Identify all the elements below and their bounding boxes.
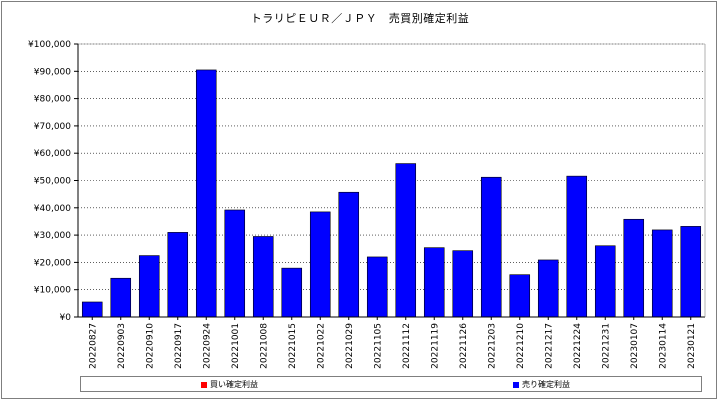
bar-sell [452,250,474,318]
x-tick-label: 20220827 [88,323,98,369]
bar-sell [623,218,645,318]
x-tick-label: 20221203 [487,323,497,369]
x-tick-label: 20221015 [288,323,298,369]
x-tick-label: 20221217 [544,323,554,369]
x-tick-label: 20221008 [259,323,269,369]
legend-swatch-buy [201,381,207,388]
x-tick-label: 20220917 [174,323,184,369]
y-tick-label: ¥50,000 [34,177,71,187]
x-tick-label: 20220903 [117,323,127,369]
legend-label-buy: 買い確定利益 [210,380,258,389]
bar-sell [110,277,132,318]
bar-sell [224,209,246,318]
bar-sell [138,255,160,318]
bar-sell [423,247,445,318]
x-tick-label: 20230114 [658,323,668,369]
bar-sell [537,259,559,318]
legend-label-sell: 売り確定利益 [522,380,570,389]
x-tick-label: 20221029 [345,323,355,369]
bar-sell [81,301,103,318]
x-tick-label: 20220910 [145,323,155,369]
bar-sell [480,176,502,318]
bar-sell [195,69,217,318]
bar-sell [309,211,331,318]
bar-sell [509,274,531,318]
legend-item-buy: 買い確定利益 [201,379,258,390]
bar-sell [566,175,588,318]
x-tick-label: 20221112 [402,323,412,369]
x-tick-label: 20220924 [202,323,212,369]
bar-sell [366,256,388,318]
x-tick-label: 20221105 [373,323,383,369]
bar-sell [594,245,616,318]
legend: 買い確定利益 売り確定利益 [80,376,702,392]
bar-sell [395,163,417,318]
x-tick-label: 20221126 [459,323,469,369]
y-tick-label: ¥0 [60,313,72,323]
y-tick-label: ¥40,000 [34,204,71,214]
bar-sell [651,229,673,318]
y-tick-label: ¥10,000 [34,286,71,296]
y-tick-label: ¥80,000 [34,95,71,105]
y-tick-label: ¥60,000 [34,149,71,159]
x-tick-label: 20221210 [516,323,526,369]
y-tick-label: ¥90,000 [34,67,71,77]
y-tick-label: ¥100,000 [28,40,71,50]
y-tick-label: ¥20,000 [34,258,71,268]
x-tick-label: 20221224 [573,323,583,369]
bar-sell [338,191,360,318]
x-tick-label: 20221001 [231,323,241,369]
x-tick-label: 20230121 [687,323,697,369]
y-tick-label: ¥30,000 [34,231,71,241]
legend-swatch-sell [513,381,519,388]
bar-sell [252,236,274,318]
bar-sell [167,232,189,318]
x-tick-label: 20221231 [601,323,611,369]
bar-sell [281,267,303,318]
x-tick-label: 20230107 [630,323,640,369]
x-tick-label: 20221022 [316,323,326,369]
legend-item-sell: 売り確定利益 [513,379,570,390]
chart-title: トラリピＥＵＲ／ＪＰＹ 売買別確定利益 [250,12,470,25]
bar-sell [680,226,702,318]
y-tick-label: ¥70,000 [34,122,71,132]
x-tick-label: 20221119 [430,323,440,369]
